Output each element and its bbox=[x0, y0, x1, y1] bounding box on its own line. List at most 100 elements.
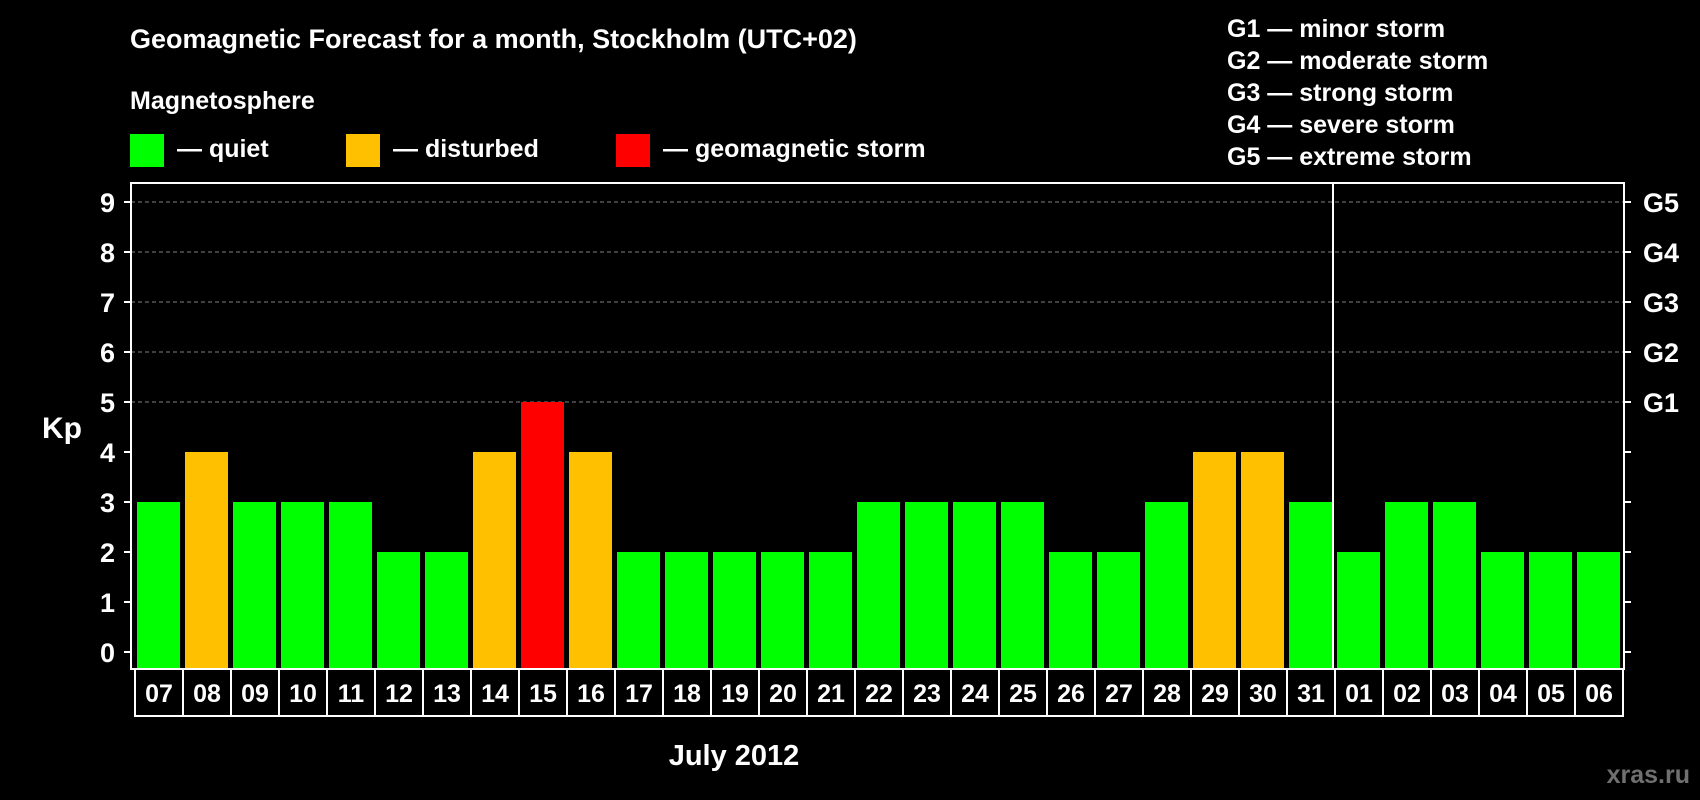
storm-scale-g1: G1 — minor storm bbox=[1227, 15, 1445, 43]
x-tick-label: 21 bbox=[817, 680, 845, 708]
x-tick-label: 17 bbox=[625, 680, 653, 708]
bar-18 bbox=[665, 552, 708, 668]
chart-title: Geomagnetic Forecast for a month, Stockh… bbox=[130, 24, 857, 54]
y-tick-label: 8 bbox=[100, 238, 115, 268]
bar-17 bbox=[617, 552, 660, 668]
x-tick-label: 25 bbox=[1009, 680, 1037, 708]
bar-14 bbox=[473, 452, 516, 668]
x-tick-label: 31 bbox=[1297, 680, 1325, 708]
x-tick-label: 18 bbox=[673, 680, 701, 708]
x-tick-label: 19 bbox=[721, 680, 749, 708]
bar-08 bbox=[185, 452, 228, 668]
storm-scale-g2: G2 — moderate storm bbox=[1227, 47, 1488, 75]
bar-16 bbox=[569, 452, 612, 668]
x-tick-label: 15 bbox=[529, 680, 557, 708]
y-axis-ticks: 0 1 2 3 4 5 6 7 8 9 bbox=[100, 188, 131, 668]
x-axis-cell-box bbox=[134, 668, 1624, 717]
y-tick-label: 2 bbox=[100, 538, 115, 568]
x-tick-label: 08 bbox=[193, 680, 221, 708]
bar-23 bbox=[905, 502, 948, 668]
bars bbox=[137, 402, 1620, 668]
legend-swatch-storm bbox=[616, 134, 650, 167]
x-tick-label: 13 bbox=[433, 680, 461, 708]
bar-01 bbox=[1337, 552, 1380, 668]
y-axis-label: Kp bbox=[42, 412, 82, 445]
bar-04 bbox=[1481, 552, 1524, 668]
bar-09 bbox=[233, 502, 276, 668]
x-tick-label: 12 bbox=[385, 680, 413, 708]
storm-scale-legend: G1 — minor storm G2 — moderate storm G3 … bbox=[1227, 15, 1488, 171]
storm-scale-g3: G3 — strong storm bbox=[1227, 79, 1453, 107]
bar-05 bbox=[1529, 552, 1572, 668]
y-tick-label: 6 bbox=[100, 338, 115, 368]
bar-27 bbox=[1097, 552, 1140, 668]
bar-06 bbox=[1577, 552, 1620, 668]
x-tick-label: 11 bbox=[338, 680, 365, 708]
x-tick-label: 04 bbox=[1489, 680, 1517, 708]
x-tick-label: 03 bbox=[1441, 680, 1469, 708]
x-tick-label: 02 bbox=[1393, 680, 1421, 708]
x-tick-label: 30 bbox=[1249, 680, 1277, 708]
right-tick-label: G3 bbox=[1643, 288, 1679, 318]
y-tick-label: 0 bbox=[100, 638, 115, 668]
bar-19 bbox=[713, 552, 756, 668]
storm-scale-g5: G5 — extreme storm bbox=[1227, 143, 1472, 171]
bar-30 bbox=[1241, 452, 1284, 668]
bar-20 bbox=[761, 552, 804, 668]
bar-31 bbox=[1289, 502, 1332, 668]
storm-scale-g4: G4 — severe storm bbox=[1227, 111, 1455, 139]
bar-21 bbox=[809, 552, 852, 668]
right-tick-label: G1 bbox=[1643, 388, 1679, 418]
legend-label-quiet: — quiet bbox=[177, 135, 269, 163]
bar-29 bbox=[1193, 452, 1236, 668]
x-tick-label: 20 bbox=[769, 680, 797, 708]
x-tick-label: 06 bbox=[1585, 680, 1613, 708]
y-tick-label: 4 bbox=[100, 438, 115, 468]
x-tick-label: 28 bbox=[1153, 680, 1181, 708]
bar-03 bbox=[1433, 502, 1476, 668]
x-tick-label: 22 bbox=[865, 680, 893, 708]
bar-02 bbox=[1385, 502, 1428, 668]
bar-11 bbox=[329, 502, 372, 668]
y-tick-label: 3 bbox=[100, 488, 115, 518]
x-tick-label: 23 bbox=[913, 680, 941, 708]
legend-swatch-disturbed bbox=[346, 134, 380, 167]
grid-lines bbox=[131, 201, 1624, 403]
x-tick-label: 05 bbox=[1537, 680, 1565, 708]
y-tick-label: 1 bbox=[100, 588, 115, 618]
x-tick-label: 16 bbox=[577, 680, 605, 708]
x-axis-cells: 07 08 09 10 11 12 13 14 15 16 17 18 19 20 21 22 23 24 25 26… bbox=[134, 668, 1624, 717]
x-axis-label: July 2012 bbox=[669, 740, 800, 772]
right-tick-label: G4 bbox=[1643, 238, 1679, 268]
x-tick-label: 01 bbox=[1345, 680, 1373, 708]
bar-24 bbox=[953, 502, 996, 668]
bar-07 bbox=[137, 502, 180, 668]
legend-label-disturbed: — disturbed bbox=[393, 135, 539, 163]
bar-15 bbox=[521, 402, 564, 668]
bar-28 bbox=[1145, 502, 1188, 668]
x-tick-label: 27 bbox=[1105, 680, 1133, 708]
bar-22 bbox=[857, 502, 900, 668]
y-tick-label: 7 bbox=[100, 288, 115, 318]
chart-subtitle: Magnetosphere bbox=[130, 87, 315, 115]
legend-swatch-quiet bbox=[130, 134, 164, 167]
bar-12 bbox=[377, 552, 420, 668]
y-tick-label: 9 bbox=[100, 188, 115, 218]
x-tick-label: 10 bbox=[289, 680, 317, 708]
right-tick-label: G2 bbox=[1643, 338, 1679, 368]
x-tick-label: 24 bbox=[961, 680, 989, 708]
x-tick-label: 14 bbox=[481, 680, 509, 708]
legend: — quiet — disturbed — geomagnetic storm bbox=[130, 134, 926, 167]
bar-25 bbox=[1001, 502, 1044, 668]
watermark: xras.ru bbox=[1607, 761, 1690, 789]
bar-26 bbox=[1049, 552, 1092, 668]
x-tick-label: 07 bbox=[145, 680, 173, 708]
x-tick-label: 29 bbox=[1201, 680, 1229, 708]
right-axis-ticks: G1 G2 G3 G4 G5 bbox=[1624, 188, 1679, 653]
y-tick-label: 5 bbox=[100, 388, 115, 418]
legend-label-storm: — geomagnetic storm bbox=[663, 135, 926, 163]
right-tick-label: G5 bbox=[1643, 188, 1679, 218]
bar-10 bbox=[281, 502, 324, 668]
x-tick-label: 26 bbox=[1057, 680, 1085, 708]
